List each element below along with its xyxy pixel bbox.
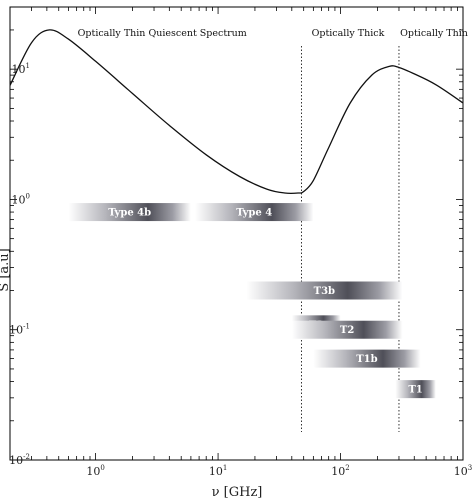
x-tick-label: 101 [209, 464, 227, 478]
band-label: Type 4b [108, 208, 151, 219]
region-label: Optically Thick [312, 28, 385, 39]
band-bar [313, 349, 421, 368]
band-label: Type 4 [236, 208, 272, 219]
region-labels: Optically Thin Quiescent Spectrum Optical… [78, 28, 468, 39]
y-tick-label: 10-1 [9, 323, 30, 337]
band-bar [291, 320, 403, 339]
regime-boundaries [300, 46, 400, 432]
y-tick-label: 101 [12, 62, 30, 76]
band-bar [246, 281, 403, 300]
band-label: T1 [408, 385, 422, 396]
plot-frame [9, 6, 464, 461]
band-bar [195, 203, 314, 222]
band-label: T2 [340, 325, 354, 336]
band-bar [395, 380, 436, 399]
spectrum-curve [9, 29, 464, 195]
y-tick-label: 100 [12, 192, 30, 206]
region-label: Optically Thin [400, 28, 468, 39]
x-tick-label: 100 [86, 464, 104, 478]
region-label: Optically Thin Quiescent Spectrum [78, 28, 247, 39]
x-tick-label: 103 [454, 464, 472, 478]
x-tick-label: 102 [331, 464, 349, 478]
tick-labels: 100 101 102 103 10-2 10-1 100 101 [9, 62, 472, 478]
band-bar [68, 203, 191, 222]
band-label: T1b [356, 354, 377, 365]
y-axis-title: S [a.u] [0, 248, 12, 291]
y-tick-label: 10-2 [9, 453, 30, 467]
band-label: T3b [314, 286, 335, 297]
x-axis-title: ν [GHz] [212, 485, 263, 499]
axis-ticks [9, 6, 464, 461]
